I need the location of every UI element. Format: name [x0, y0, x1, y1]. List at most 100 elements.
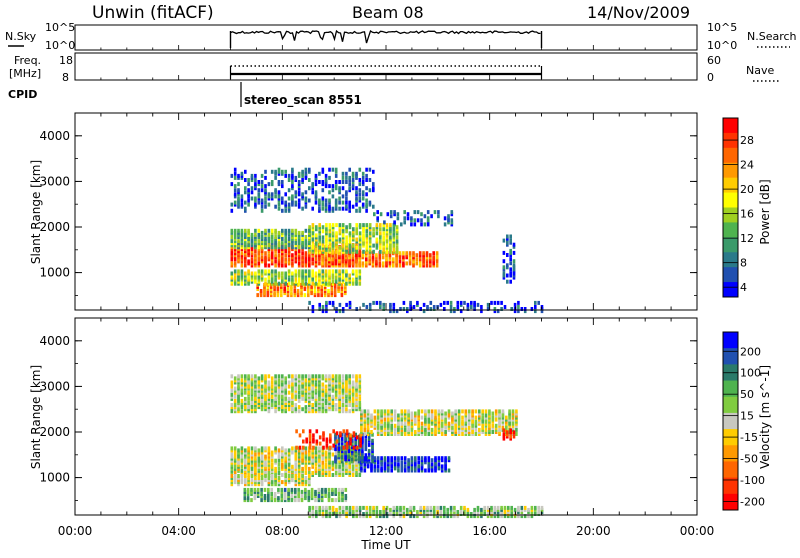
data-cell: [297, 251, 301, 256]
data-cell: [471, 423, 474, 428]
data-cell: [474, 409, 478, 414]
data-cell: [311, 186, 314, 191]
data-cell: [358, 223, 362, 228]
data-cell: [349, 441, 352, 446]
data-cell: [334, 376, 338, 381]
data-cell: [390, 419, 393, 424]
data-cell: [297, 230, 301, 235]
data-cell: [304, 281, 308, 286]
data-cell: [267, 279, 271, 284]
data-cell: [314, 173, 318, 178]
data-cell: [375, 225, 379, 230]
data-cell: [233, 471, 237, 475]
data-cell: [447, 423, 451, 428]
data-cell: [318, 279, 321, 284]
data-cell: [254, 396, 257, 401]
data-cell: [274, 405, 277, 410]
data-cell: [287, 380, 291, 385]
data-cell: [390, 456, 393, 461]
data-cell: [287, 281, 291, 286]
data-cell: [254, 388, 257, 393]
data-cell: [348, 249, 352, 254]
data-cell: [304, 204, 308, 209]
cpid-label: CPID: [8, 88, 37, 101]
data-cell: [467, 413, 471, 418]
data-cell: [240, 243, 244, 248]
data-cell: [415, 257, 419, 262]
data-cell: [393, 464, 397, 469]
data-cell: [511, 419, 515, 424]
data-cell: [476, 512, 480, 516]
data-cell: [246, 492, 250, 496]
data-cell: [250, 190, 254, 195]
data-cell: [328, 223, 332, 228]
data-cell: [277, 281, 281, 286]
data-cell: [301, 374, 304, 379]
data-cell: [297, 202, 301, 207]
data-cell: [344, 263, 348, 268]
data-cell: [420, 468, 424, 473]
data-cell: [375, 505, 379, 510]
data-cell: [318, 223, 321, 228]
data-cell: [387, 411, 390, 416]
data-cell: [390, 460, 393, 465]
data-cell: [338, 376, 341, 381]
data-cell: [237, 243, 240, 248]
data-cell: [277, 496, 280, 501]
data-cell: [383, 468, 387, 473]
data-cell: [260, 251, 264, 256]
data-cell: [422, 505, 426, 510]
velocity-ylabel: Slant Range [km]: [29, 365, 43, 469]
data-cell: [237, 462, 240, 467]
data-cell: [361, 171, 365, 176]
data-cell: [237, 279, 240, 284]
data-cell: [267, 405, 271, 410]
data-cell: [304, 235, 308, 239]
data-cell: [314, 405, 318, 410]
data-cell: [509, 253, 512, 257]
data-cell: [324, 398, 328, 403]
data-cell: [304, 446, 308, 451]
data-cell: [420, 222, 423, 227]
colorbar-tick-label: 16: [740, 208, 754, 221]
data-cell: [345, 171, 348, 176]
data-cell: [233, 192, 237, 197]
data-cell: [274, 374, 277, 379]
data-cell: [328, 407, 331, 412]
data-cell: [338, 206, 341, 211]
data-cell: [338, 180, 341, 184]
data-cell: [494, 415, 498, 420]
data-cell: [341, 380, 345, 385]
data-cell: [267, 269, 271, 274]
data-cell: [321, 396, 325, 401]
data-cell: [347, 451, 351, 456]
data-cell: [311, 403, 314, 407]
data-cell: [449, 309, 453, 314]
data-cell: [267, 275, 271, 280]
data-cell: [361, 255, 365, 260]
data-cell: [490, 514, 493, 519]
data-cell: [277, 243, 281, 248]
data-cell: [390, 409, 393, 414]
data-cell: [294, 462, 298, 467]
data-cell: [517, 514, 520, 519]
data-cell: [287, 243, 291, 248]
data-cell: [331, 384, 335, 389]
data-cell: [461, 427, 464, 432]
data-cell: [301, 230, 304, 235]
data-cell: [233, 407, 237, 412]
data-cell: [311, 392, 314, 397]
data-cell: [449, 305, 453, 309]
data-cell: [331, 184, 335, 189]
data-cell: [277, 378, 281, 383]
data-cell: [338, 464, 341, 469]
data-cell: [424, 468, 427, 473]
data-cell: [534, 305, 537, 309]
data-cell: [327, 291, 330, 296]
data-cell: [338, 225, 342, 230]
data-cell: [257, 405, 261, 410]
data-cell: [406, 510, 409, 514]
data-cell: [244, 186, 247, 191]
data-cell: [260, 458, 264, 463]
data-cell: [496, 510, 500, 514]
